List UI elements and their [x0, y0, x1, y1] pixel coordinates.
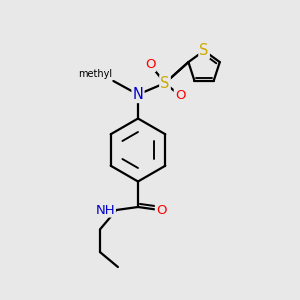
Text: N: N [133, 87, 143, 102]
Text: S: S [160, 76, 170, 91]
Text: S: S [200, 43, 209, 58]
Text: O: O [175, 89, 185, 102]
Text: methyl: methyl [78, 69, 112, 79]
Text: NH: NH [95, 203, 115, 217]
Text: O: O [145, 58, 155, 71]
Text: O: O [156, 203, 166, 217]
